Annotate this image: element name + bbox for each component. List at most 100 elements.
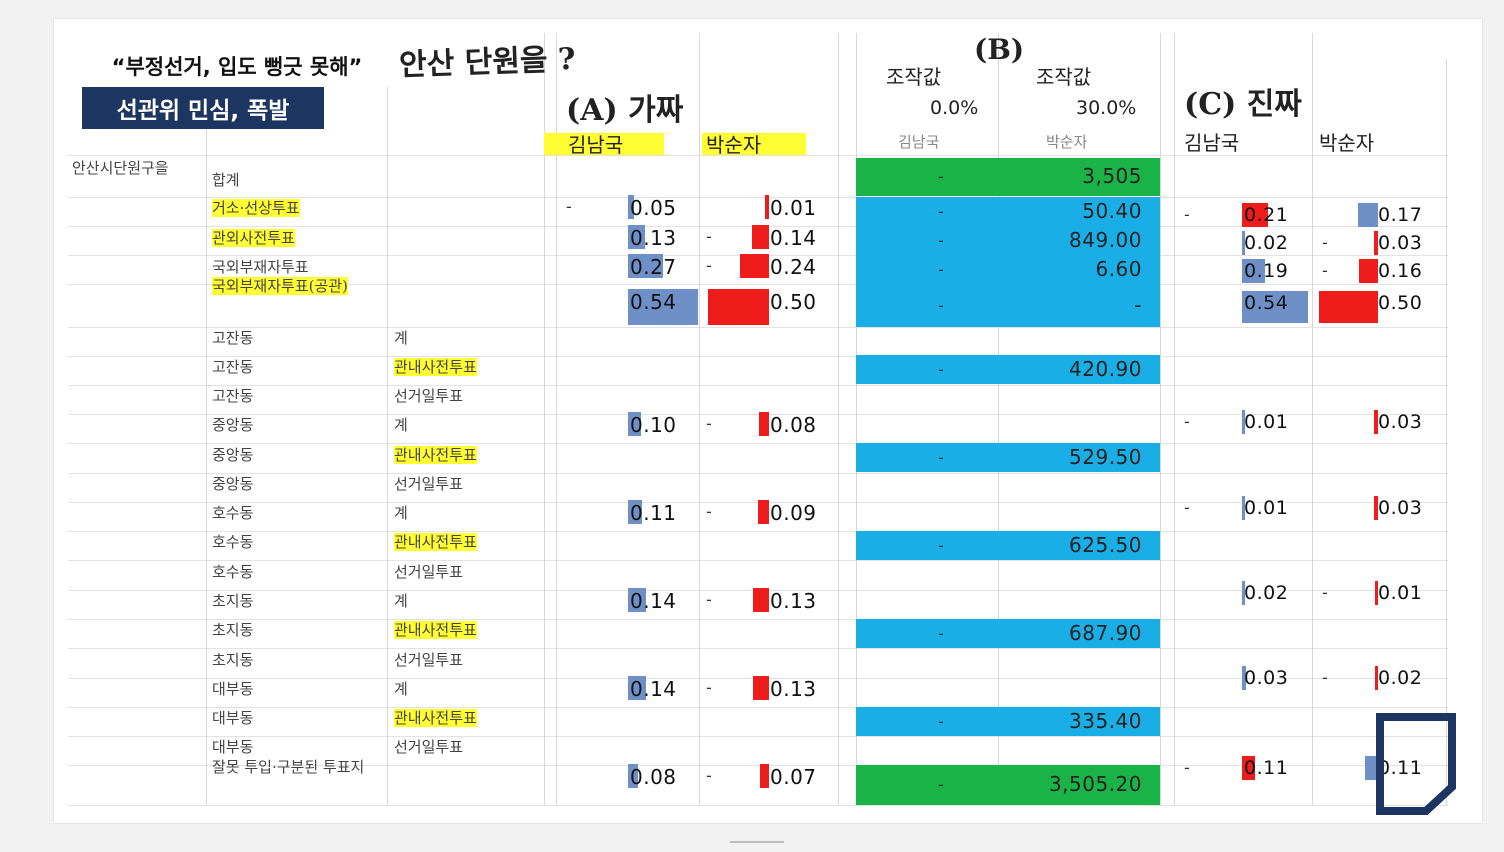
grid-hline	[68, 155, 1448, 156]
manip-row: - 3,505.20	[856, 765, 1160, 805]
park-dash: -	[706, 590, 712, 609]
row-type: 계	[394, 416, 408, 434]
row-label: 고잔동	[212, 358, 254, 376]
park-bar	[758, 500, 769, 524]
grid-hline	[68, 765, 1448, 766]
header-b-label2: 조작값	[1036, 65, 1092, 89]
c-kim-bar	[1242, 203, 1268, 227]
manip-kim: -	[938, 536, 944, 555]
park-bar	[759, 412, 769, 436]
subline-text: 선관위 민심, 폭발	[116, 98, 290, 124]
park-header-highlight	[702, 133, 806, 155]
manip-kim: -	[938, 260, 944, 279]
grid-hline	[68, 356, 1448, 357]
c-kim-bar	[1242, 756, 1255, 780]
kim-bar	[628, 764, 638, 788]
header-a-park: 박순자	[706, 133, 762, 157]
header-b-park: 박순자	[1046, 133, 1088, 151]
kim-bar	[628, 676, 646, 700]
annotation-section-c: (C) 진짜	[1184, 87, 1302, 122]
grid-hline	[68, 560, 1448, 561]
c-park-bar	[1358, 203, 1378, 227]
row-label: 초지동	[212, 621, 254, 639]
c-kim-dash: -	[1184, 412, 1190, 431]
grid-hline	[68, 197, 1448, 198]
park-bar	[740, 254, 769, 278]
row-label: 중앙동	[212, 416, 254, 434]
c-park-bar	[1319, 291, 1378, 323]
park-dash: -	[706, 414, 712, 433]
park-value: 0.14	[770, 226, 817, 250]
c-kim-bar	[1242, 666, 1246, 690]
c-park-dash: -	[1322, 668, 1328, 687]
grid-vline	[1312, 33, 1313, 805]
header-c-kim: 김남국	[1184, 131, 1240, 155]
c-park-bar	[1375, 666, 1378, 690]
manip-kim: -	[938, 296, 944, 315]
row-type: 관내사전투표	[394, 531, 477, 552]
manip-park: 335.40	[1069, 709, 1142, 733]
c-park-value: 0.17	[1378, 204, 1423, 226]
manip-park: 849.00	[1069, 228, 1142, 252]
row-label: 초지동	[212, 651, 254, 669]
c-park-value: 0.02	[1378, 667, 1423, 689]
manip-park: 50.40	[1082, 199, 1142, 223]
grid-vline	[544, 33, 545, 805]
manip-park: 3,505	[1082, 164, 1142, 188]
c-kim-bar	[1242, 291, 1308, 323]
c-park-bar	[1365, 756, 1378, 780]
c-park-value: 0.03	[1378, 497, 1423, 519]
total-label: 합계	[212, 171, 240, 189]
c-kim-bar	[1242, 496, 1245, 520]
kim-value: 0.13	[630, 226, 677, 250]
row-label-highlight: 거소·선상투표	[212, 199, 300, 217]
park-bar	[708, 289, 769, 325]
park-bar	[753, 676, 769, 700]
manip-row: - 529.50	[856, 443, 1160, 472]
row-label: 중앙동	[212, 475, 254, 493]
manip-kim: -	[938, 775, 944, 794]
c-kim-bar	[1242, 410, 1245, 434]
row-type: 선거일투표	[394, 738, 464, 756]
scrollbar[interactable]	[730, 841, 784, 843]
park-value: 0.09	[770, 501, 817, 525]
grid-vline	[1446, 59, 1447, 805]
row-label: 호수동	[212, 533, 254, 551]
row-type: 선거일투표	[394, 563, 464, 581]
park-value: 0.01	[770, 196, 817, 220]
row-type: 관내사전투표	[394, 444, 477, 465]
c-kim-value: 0.01	[1244, 411, 1289, 433]
manip-park: -	[1134, 293, 1142, 317]
annotation-top: 안산 단원을 ?	[398, 41, 577, 84]
row-label: 고잔동	[212, 329, 254, 347]
kim-value: 0.54	[630, 290, 677, 314]
row-type: 선거일투표	[394, 387, 464, 405]
grid-hline	[68, 619, 1448, 620]
grid-hline	[68, 805, 1448, 806]
c-park-value: 0.01	[1378, 582, 1423, 604]
kim-value: 0.27	[630, 255, 677, 279]
headline-text: “부정선거, 입도 뻥긋 못해”	[111, 55, 363, 79]
row-label: 대부동	[212, 709, 254, 727]
grid-hline	[68, 284, 1448, 285]
header-b-pct2: 30.0%	[1076, 97, 1137, 119]
c-park-dash: -	[1322, 261, 1328, 280]
grid-hline	[68, 531, 1448, 532]
kim-bar	[628, 254, 663, 278]
park-value: 0.13	[770, 677, 817, 701]
manip-row: - 50.40	[856, 197, 1160, 226]
row-label: 대부동	[212, 680, 254, 698]
annotation-section-b: (B)	[974, 33, 1025, 66]
manip-park: 625.50	[1069, 533, 1142, 557]
park-value: 0.13	[770, 589, 817, 613]
row-type: 계	[394, 680, 408, 698]
c-park-bar	[1359, 259, 1378, 283]
grid-vline	[387, 59, 388, 805]
c-kim-bar	[1242, 259, 1265, 283]
grid-hline	[68, 385, 1448, 386]
c-kim-value: 0.21	[1244, 204, 1289, 226]
c-kim-value: 0.11	[1244, 757, 1289, 779]
kim-dash: -	[566, 197, 572, 216]
grid-vline	[699, 33, 700, 805]
kim-bar	[628, 289, 698, 325]
